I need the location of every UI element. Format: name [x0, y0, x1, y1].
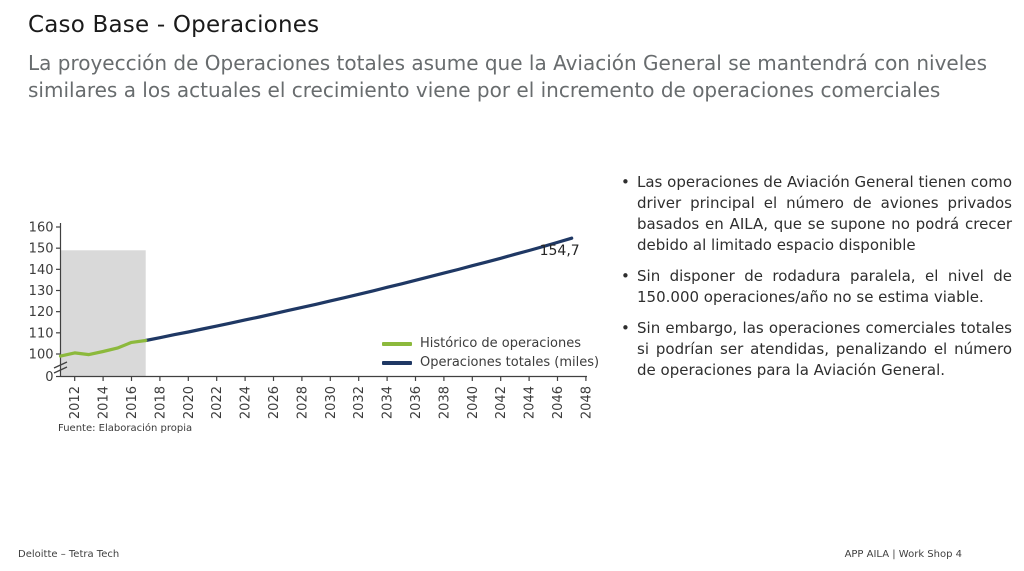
page-title: Caso Base - Operaciones: [28, 12, 320, 38]
totales-line-swatch: [382, 360, 412, 365]
historic-highlight-region: [61, 250, 146, 377]
legend-item-historico: Histórico de operaciones: [382, 334, 599, 353]
legend-item-totales: Operaciones totales (miles): [382, 353, 599, 372]
svg-text:2018: 2018: [153, 386, 168, 419]
page-subtitle: La proyección de Operaciones totales asu…: [28, 50, 987, 104]
svg-text:2012: 2012: [68, 386, 83, 419]
svg-text:2014: 2014: [97, 386, 112, 419]
svg-text:120: 120: [30, 305, 54, 320]
chart-legend: Histórico de operaciones Operaciones tot…: [382, 334, 599, 372]
svg-text:2038: 2038: [437, 386, 452, 419]
svg-text:2046: 2046: [551, 386, 566, 419]
svg-text:140: 140: [30, 263, 54, 278]
svg-text:2036: 2036: [409, 386, 424, 419]
svg-text:2040: 2040: [466, 386, 481, 419]
svg-text:2034: 2034: [381, 386, 396, 419]
svg-text:110: 110: [30, 326, 54, 341]
svg-text:2048: 2048: [579, 386, 594, 419]
svg-text:2020: 2020: [182, 386, 197, 419]
operations-line-chart: 0 100 110 120 130 140 150 160 2012 2014 2016 2018 20…: [30, 220, 594, 419]
svg-text:2028: 2028: [295, 386, 310, 419]
svg-text:100: 100: [30, 348, 54, 363]
historico-line-swatch: [382, 341, 412, 346]
footer-workshop: APP AILA | Work Shop 4: [844, 549, 962, 560]
end-value-label: 154,7: [540, 243, 580, 259]
bullet-item: Las operaciones de Aviación General tien…: [620, 172, 1012, 256]
bullet-item: Sin disponer de rodadura paralela, el ni…: [620, 266, 1012, 308]
subtitle-line-1: La proyección de Operaciones totales asu…: [28, 51, 987, 75]
historico-line: [58, 338, 148, 358]
svg-text:2016: 2016: [125, 386, 140, 419]
chart-area: 0 100 110 120 130 140 150 160 2012 2014 2016 2018 20…: [30, 215, 630, 450]
subtitle-line-2: similares a los actuales el crecimiento …: [28, 78, 941, 102]
svg-text:2026: 2026: [267, 386, 282, 419]
svg-text:150: 150: [30, 242, 54, 257]
legend-label-historico: Histórico de operaciones: [420, 336, 582, 351]
svg-text:0: 0: [45, 370, 53, 385]
svg-text:2030: 2030: [324, 386, 339, 419]
svg-text:130: 130: [30, 284, 54, 299]
svg-text:2044: 2044: [523, 386, 538, 419]
svg-text:2032: 2032: [352, 386, 367, 419]
operaciones-totales-line: [144, 236, 574, 343]
bullet-item: Sin embargo, las operaciones comerciales…: [620, 318, 1012, 381]
legend-label-totales: Operaciones totales (miles): [420, 355, 600, 370]
source-note: Fuente: Elaboración propia: [58, 423, 193, 434]
svg-text:2022: 2022: [210, 386, 225, 419]
bullet-list: Las operaciones de Aviación General tien…: [620, 172, 1012, 391]
svg-text:2042: 2042: [494, 386, 509, 419]
footer-company: Deloitte – Tetra Tech: [18, 549, 120, 560]
svg-text:160: 160: [30, 220, 54, 235]
svg-text:2024: 2024: [239, 386, 254, 419]
